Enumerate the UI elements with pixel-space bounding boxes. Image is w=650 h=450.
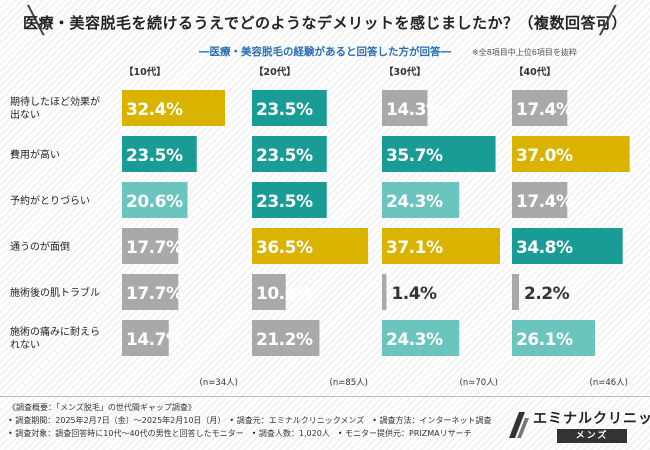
- chart-note: ※全8項目中上位6項目を抜粋: [472, 48, 577, 57]
- data-label: 24.3%: [386, 330, 443, 350]
- bar: [122, 228, 179, 264]
- bar: [512, 228, 623, 264]
- bar: [122, 274, 179, 310]
- brand-mark-icon: [509, 412, 529, 438]
- data-label: 17.7%: [126, 238, 183, 258]
- bar: [252, 228, 369, 264]
- data-label: 24.3%: [386, 192, 443, 212]
- bar: [252, 182, 327, 218]
- series-header: 【20代】: [254, 66, 296, 78]
- category-label: 施術の痛みに耐えら: [10, 325, 100, 338]
- bar: [252, 320, 320, 356]
- data-label: 17.4%: [516, 100, 573, 120]
- bar: [382, 136, 496, 172]
- category-label: 予約がとりづらい: [10, 194, 90, 207]
- brand-logo: エミナルクリニック メンズ: [497, 408, 650, 446]
- data-label: 35.7%: [386, 146, 443, 166]
- data-label: 32.4%: [126, 100, 183, 120]
- bar: [252, 90, 327, 126]
- data-label: 17.7%: [126, 284, 183, 304]
- brand-name: エミナルクリニック: [533, 411, 650, 427]
- title-left-slash: ╲: [28, 6, 44, 36]
- bar: [382, 182, 460, 218]
- survey-line-3: • 調査対象：調査回答時に10代〜40代の男性と回答したモニター • 調査人数：…: [8, 429, 472, 438]
- category-label: 出ない: [10, 108, 40, 121]
- data-label: 34.8%: [516, 238, 573, 258]
- category-label: れない: [10, 339, 40, 351]
- category-label: 施術後の肌トラブル: [10, 286, 100, 299]
- bar: [512, 320, 596, 356]
- data-label: 36.5%: [256, 238, 313, 258]
- data-label: 37.0%: [516, 146, 573, 166]
- bar: [122, 182, 188, 218]
- data-label: 14.7%: [126, 330, 183, 350]
- sample-size: (n=85人): [330, 378, 368, 388]
- data-label: 1.4%: [391, 284, 437, 304]
- bar: [382, 90, 428, 126]
- bar: [252, 136, 327, 172]
- chart-subtitle: ―医療・美容脱毛の経験があると回答した方が回答―: [199, 46, 451, 58]
- series-header: 【30代】: [384, 66, 426, 78]
- data-label: 2.2%: [524, 284, 570, 304]
- data-label: 23.5%: [256, 100, 313, 120]
- series-header: 【10代】: [124, 66, 166, 78]
- bar: [382, 274, 387, 310]
- data-label: 14.3%: [386, 100, 443, 120]
- bar: [512, 90, 568, 126]
- bar: [382, 320, 460, 356]
- bar: [382, 228, 500, 264]
- data-label: 23.5%: [256, 146, 313, 166]
- data-label: 23.5%: [256, 192, 313, 212]
- data-label: 10.6%: [256, 284, 313, 304]
- bar: [512, 274, 519, 310]
- data-label: 20.6%: [126, 192, 183, 212]
- bar: [512, 182, 568, 218]
- data-label: 21.2%: [256, 330, 313, 350]
- bar: [252, 274, 286, 310]
- data-label: 37.1%: [386, 238, 443, 258]
- survey-line-2: • 調査期間：2025年2月7日（金）〜2025年2月10日（月） • 調査元：…: [8, 416, 492, 425]
- series-header: 【40代】: [514, 66, 556, 78]
- bar: [122, 136, 197, 172]
- divider: [0, 396, 650, 397]
- data-label: 23.5%: [126, 146, 183, 166]
- sample-size: (n=70人): [460, 378, 498, 388]
- category-label: 通うのが面倒: [10, 240, 70, 253]
- category-label: 期待したほど効果が: [10, 95, 100, 108]
- sample-size: (n=46人): [590, 378, 628, 388]
- data-label: 26.1%: [516, 330, 573, 350]
- bar: [122, 90, 226, 126]
- chart-area: 期待したほど効果が出ない費用が高い予約がとりづらい通うのが面倒施術後の肌トラブル…: [10, 66, 630, 388]
- brand-sub: メンズ: [557, 429, 627, 443]
- sample-size: (n=34人): [200, 378, 238, 388]
- chart-title: 医療・美容脱毛を続けるうえでどのようなデメリットを感じましたか？（複数回答可）: [22, 14, 628, 32]
- bar: [122, 320, 169, 356]
- category-label: 費用が高い: [10, 148, 60, 161]
- data-label: 17.4%: [516, 192, 573, 212]
- title-right-slash: ╱: [600, 6, 616, 36]
- bar: [512, 136, 630, 172]
- survey-line-1: 《調査概要：「メンズ脱毛」の世代間ギャップ調査》: [8, 403, 196, 412]
